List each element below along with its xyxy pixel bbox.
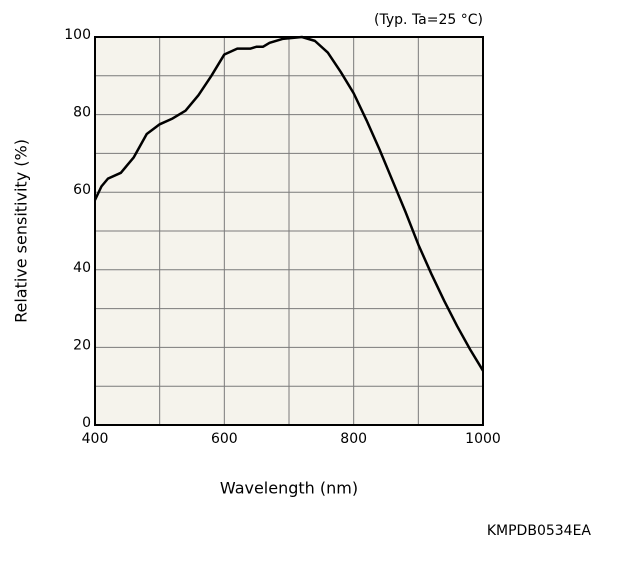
x-tick-label: 600 [211,431,238,447]
annotation: (Typ. Ta=25 °C) [374,12,483,28]
y-tick-label: 60 [73,182,91,198]
y-tick-label: 40 [73,260,91,276]
y-tick-label: 0 [82,415,91,431]
y-tick-label: 100 [64,27,91,43]
plot-frame [94,36,484,426]
y-tick-label: 80 [73,105,91,121]
x-tick-label: 400 [82,431,109,447]
x-tick-label: 800 [340,431,367,447]
x-axis-title: Wavelength (nm) [220,479,358,498]
footer-code: KMPDB0534EA [487,523,592,539]
curve-layer [93,35,485,372]
y-axis-title: Relative sensitivity (%) [12,139,31,323]
y-tick-label: 20 [73,337,91,353]
x-tick-label: 1000 [465,431,501,447]
line-series [93,35,485,372]
